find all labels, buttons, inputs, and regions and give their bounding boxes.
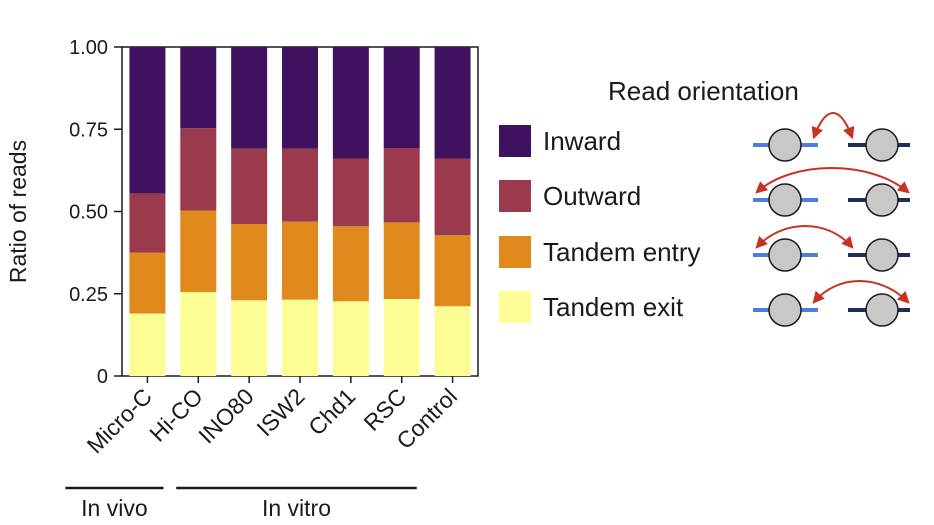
bar-isw2-outward [282,148,318,222]
bar-chd1-inward [332,47,369,159]
bar-hi-co-outward [180,128,217,211]
group-label-in-vitro: In vitro [262,495,331,521]
legend-label-tandem-entry: Tandem entry [543,237,701,267]
bar-rsc-outward [383,148,420,223]
right-nucleosome [865,128,899,162]
y-tick-label: 0.25 [69,284,108,306]
bar-control-inward [434,47,471,159]
bar-rsc-tandem-exit [383,299,420,376]
orientation-row-tandem-exit [753,280,910,327]
read-arrow [811,112,855,140]
stacked-bar-chart: 0 0.25 0.50 0.75 1.00 Ratio of reads Micro-CHi… [5,37,479,521]
right-nucleosome [865,293,899,327]
legend-label-inward: Inward [543,126,622,156]
x-tick-label-chd1: Chd1 [303,383,360,440]
legend-swatch-tandem-exit [499,291,531,323]
left-nucleosome [768,238,802,272]
bar-chd1-tandem-exit [332,301,369,376]
bar-ino80-outward [231,148,268,225]
bar-hi-co-tandem-exit [180,292,217,376]
bar-control-tandem-exit [434,306,471,376]
read-arrow [755,167,910,194]
bar-micro-c-tandem-exit [129,313,166,376]
bar-ino80-tandem-entry [231,224,268,301]
left-nucleosome [768,128,802,162]
bar-control-outward [434,158,471,236]
right-nucleosome [865,238,899,272]
legend-swatch-tandem-entry [499,236,531,268]
bar-isw2-tandem-entry [282,221,318,300]
orientation-row-tandem-entry [753,225,910,272]
x-tick-label-hi-co: Hi-CO [144,383,208,447]
bar-hi-co-tandem-entry [180,210,217,293]
legend-item-inward: Inward [499,125,759,159]
y-tick-label: 1.00 [69,37,108,59]
legend-swatch-outward [499,180,531,212]
bar-chd1-tandem-entry [332,226,369,302]
y-tick-label: 0.75 [69,119,108,141]
legend-item-outward: Outward [499,180,759,214]
read-arrow [812,280,910,304]
orientation-row-inward [753,112,910,162]
bar-isw2-tandem-exit [282,299,318,376]
read-orientation-diagram [753,112,910,327]
legend-item-tandem-entry: Tandem entry [499,236,759,270]
bar-micro-c-outward [129,193,166,253]
left-nucleosome [768,183,802,217]
y-tick-label: 0.50 [69,202,108,224]
y-tick-label: 0 [97,366,108,388]
bar-hi-co-inward [180,47,217,129]
x-tick-label-ino80: INO80 [193,383,258,448]
bar-micro-c-tandem-entry [129,252,166,314]
bar-ino80-inward [231,47,268,149]
legend-label-outward: Outward [543,181,642,211]
group-label-in-vivo: In vivo [81,495,147,521]
bar-isw2-inward [282,47,318,149]
orientation-row-outward [753,167,910,217]
legend-item-tandem-exit: Tandem exit [499,291,759,325]
left-nucleosome [768,293,802,327]
legend-swatch-inward [499,125,531,157]
x-tick-label-micro-c: Micro-C [82,383,157,458]
bar-micro-c-inward [129,47,166,194]
legend-label-tandem-exit: Tandem exit [543,292,684,322]
bar-chd1-outward [332,158,369,227]
bar-rsc-inward [383,47,420,149]
bar-control-tandem-entry [434,235,471,307]
bar-ino80-tandem-exit [231,300,268,376]
bar-rsc-tandem-entry [383,222,420,300]
x-tick-label-isw2: ISW2 [251,383,309,441]
legend-title: Read orientation [608,76,799,106]
read-arrow [755,225,854,249]
y-axis-label: Ratio of reads [5,140,31,283]
right-nucleosome [865,183,899,217]
